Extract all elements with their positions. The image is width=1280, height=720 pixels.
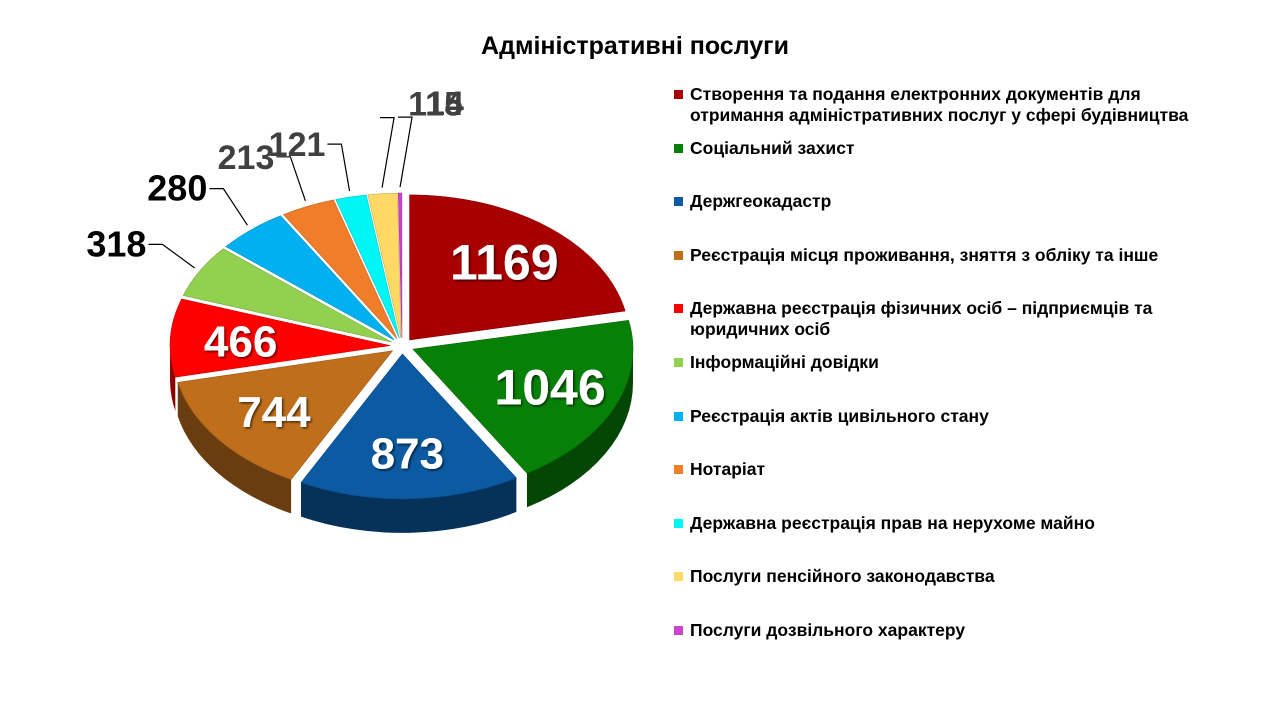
legend-swatch bbox=[674, 465, 683, 475]
legend-swatch bbox=[674, 518, 683, 528]
pie-slice bbox=[300, 353, 517, 500]
data-label: 318 bbox=[86, 223, 146, 264]
chart-title: Адміністративні послуги bbox=[481, 32, 789, 60]
legend-swatch bbox=[674, 250, 683, 260]
legend-item: Державна реєстрація прав на нерухоме май… bbox=[674, 513, 1234, 534]
pie-slice bbox=[282, 199, 398, 339]
legend-swatch bbox=[674, 358, 683, 367]
leader-line bbox=[380, 117, 395, 188]
legend-label: Держгеокадастр bbox=[690, 191, 832, 212]
data-label: 14 bbox=[426, 85, 464, 123]
pie-slice bbox=[412, 320, 634, 474]
legend-label: Інформаційні довідки bbox=[690, 352, 879, 372]
pie-slice-side bbox=[526, 349, 633, 508]
legend-item: Реєстрація актів цивільного стану bbox=[674, 406, 1234, 427]
legend-label: Реєстрація місця проживання, зняття з об… bbox=[690, 244, 1159, 265]
leader-line bbox=[398, 116, 413, 188]
data-label: 1046 bbox=[494, 360, 605, 416]
legend-item: Інформаційні довідки bbox=[674, 352, 1234, 373]
leader-lines bbox=[148, 116, 413, 269]
pie-slice bbox=[182, 248, 392, 343]
data-label: 466 bbox=[204, 317, 277, 366]
legend-swatch bbox=[674, 572, 683, 582]
pie-slice bbox=[409, 194, 626, 341]
legend-swatch bbox=[674, 90, 683, 99]
pie-slices bbox=[169, 192, 634, 500]
data-label: 280 bbox=[147, 168, 207, 209]
legend-label: Державна реєстрація фізичних осіб – підп… bbox=[690, 298, 1153, 340]
data-label: 213 bbox=[218, 139, 275, 177]
data-label: 115 bbox=[408, 86, 463, 124]
legend-item: Реєстрація місця проживання, зняття з об… bbox=[674, 245, 1234, 266]
pie-slice bbox=[225, 215, 395, 341]
legend-swatch bbox=[674, 143, 683, 153]
legend-swatch bbox=[674, 411, 683, 421]
leader-line bbox=[209, 188, 248, 226]
pie-slice bbox=[335, 194, 400, 339]
legend-item: Державна реєстрація фізичних осіб – підп… bbox=[674, 298, 1234, 340]
pie-slice bbox=[367, 192, 402, 339]
pie-slice-side bbox=[177, 382, 292, 514]
data-label: 1169 bbox=[450, 235, 558, 291]
legend-label: Соціальний захист bbox=[690, 137, 855, 158]
data-label: 873 bbox=[371, 429, 444, 478]
legend-label: Послуги дозвільного характеру bbox=[690, 620, 966, 640]
data-label: 744 bbox=[237, 388, 311, 437]
leader-line bbox=[327, 143, 351, 192]
pie-slice bbox=[177, 350, 394, 480]
legend-swatch bbox=[674, 304, 683, 314]
legend-label: Реєстрація актів цивільного стану bbox=[690, 405, 989, 426]
legend-item: Соціальний захист bbox=[674, 138, 1234, 159]
legend-item: Створення та подання електронних докумен… bbox=[674, 84, 1234, 126]
legend-label: Нотаріат bbox=[690, 459, 766, 480]
legend-swatch bbox=[674, 197, 683, 207]
legend-item: Нотаріат bbox=[674, 459, 1234, 480]
leader-line bbox=[276, 156, 306, 201]
pie-slice-side bbox=[301, 477, 517, 533]
legend-swatch bbox=[674, 626, 683, 635]
legend-item: Послуги дозвільного характеру bbox=[674, 620, 1234, 641]
leader-line bbox=[148, 243, 196, 269]
pie-slice bbox=[397, 192, 403, 339]
data-label: 121 bbox=[269, 126, 326, 164]
legend-label: Створення та подання електронних докумен… bbox=[690, 84, 1189, 125]
legend-item: Послуги пенсійного законодавства bbox=[674, 566, 1234, 587]
pie-slice bbox=[169, 298, 391, 378]
legend-item: Держгеокадастр bbox=[674, 191, 1234, 212]
legend-label: Державна реєстрація прав на нерухоме май… bbox=[690, 512, 1095, 533]
legend-label: Послуги пенсійного законодавства bbox=[690, 566, 995, 587]
